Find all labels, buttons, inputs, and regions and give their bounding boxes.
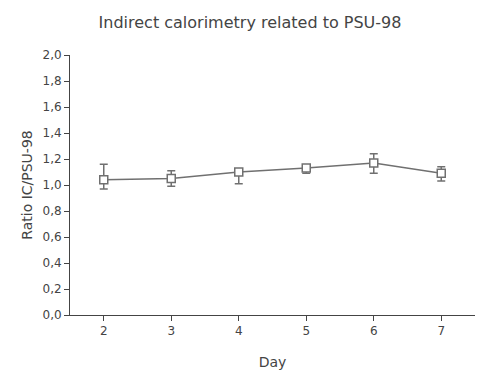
svg-text:2: 2 (100, 324, 108, 338)
svg-text:6: 6 (370, 324, 378, 338)
svg-text:1,0: 1,0 (43, 178, 62, 192)
svg-text:5: 5 (302, 324, 310, 338)
svg-text:3: 3 (167, 324, 175, 338)
svg-text:4: 4 (235, 324, 243, 338)
svg-text:Ratio IC/PSU-98: Ratio IC/PSU-98 (19, 130, 35, 239)
svg-text:1,2: 1,2 (43, 152, 62, 166)
svg-text:1,8: 1,8 (43, 74, 62, 88)
svg-text:1,6: 1,6 (43, 100, 62, 114)
svg-text:1,4: 1,4 (43, 126, 62, 140)
svg-text:0,0: 0,0 (43, 308, 62, 322)
svg-text:Day: Day (259, 354, 287, 370)
svg-text:2,0: 2,0 (43, 48, 62, 62)
svg-text:0,6: 0,6 (43, 230, 62, 244)
svg-text:0,2: 0,2 (43, 282, 62, 296)
svg-text:0,4: 0,4 (43, 256, 62, 270)
svg-text:7: 7 (437, 324, 445, 338)
svg-text:Indirect calorimetry related t: Indirect calorimetry related to PSU-98 (99, 13, 402, 32)
svg-text:0,8: 0,8 (43, 204, 62, 218)
